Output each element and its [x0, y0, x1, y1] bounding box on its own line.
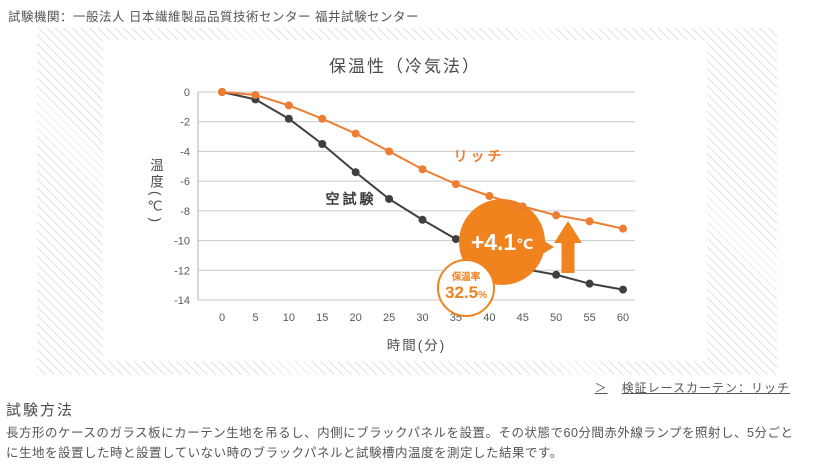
- series-label-rich: リッチ: [453, 148, 505, 164]
- svg-text:5: 5: [252, 312, 258, 324]
- svg-text:-10: -10: [174, 236, 190, 248]
- svg-text:55: 55: [583, 312, 595, 324]
- test-method-description: 長方形のケースのガラス板にカーテン生地を吊るし、内側にブラックパネルを設置。その…: [6, 426, 794, 460]
- chart-title: 保温性（冷気法）: [329, 57, 481, 76]
- test-method-heading: 試験方法: [6, 402, 75, 419]
- svg-text:-2: -2: [180, 117, 190, 129]
- series-label-blank-test: 空試験: [325, 191, 377, 207]
- svg-text:-8: -8: [180, 206, 190, 218]
- svg-text:25: 25: [383, 312, 395, 324]
- verify-link-row: ＞ 検証レースカーテン：リッチ: [595, 379, 790, 396]
- svg-text:-6: -6: [180, 176, 190, 188]
- link-chevron: ＞: [594, 381, 608, 395]
- svg-text:40: 40: [483, 312, 495, 324]
- svg-text:15: 15: [316, 312, 328, 324]
- y-axis-title: 温度(℃): [148, 158, 163, 225]
- diff-unit: ℃: [516, 235, 534, 252]
- retention-rate-badge: 保温率 32.5%: [437, 259, 495, 317]
- svg-text:-14: -14: [174, 295, 190, 307]
- svg-text:20: 20: [350, 312, 362, 324]
- svg-text:10: 10: [283, 312, 295, 324]
- test-institution-text: 試験機関：一般法人 日本繊維製品品質技術センター 福井試験センター: [8, 10, 419, 24]
- svg-text:-4: -4: [180, 146, 190, 158]
- svg-text:-12: -12: [174, 265, 190, 277]
- svg-text:0: 0: [219, 312, 225, 324]
- speech-bubble-tail: [541, 239, 554, 255]
- retention-value: 32.5%: [445, 282, 487, 302]
- svg-text:45: 45: [517, 312, 529, 324]
- svg-text:60: 60: [617, 312, 629, 324]
- chart-card: 保温性（冷気法） 0 -2 -4 -6 -8 -10 -12 -14 0 5 10 15 20 25 30 3…: [103, 40, 707, 361]
- x-axis-title: 時間(分): [386, 338, 447, 353]
- svg-text:0: 0: [184, 87, 190, 99]
- link-label: 検証レースカーテン：リッチ: [621, 381, 790, 395]
- verify-lace-curtain-link[interactable]: ＞ 検証レースカーテン：リッチ: [595, 381, 790, 395]
- svg-text:50: 50: [550, 312, 562, 324]
- diff-value: +4.1: [470, 228, 517, 255]
- svg-text:30: 30: [416, 312, 428, 324]
